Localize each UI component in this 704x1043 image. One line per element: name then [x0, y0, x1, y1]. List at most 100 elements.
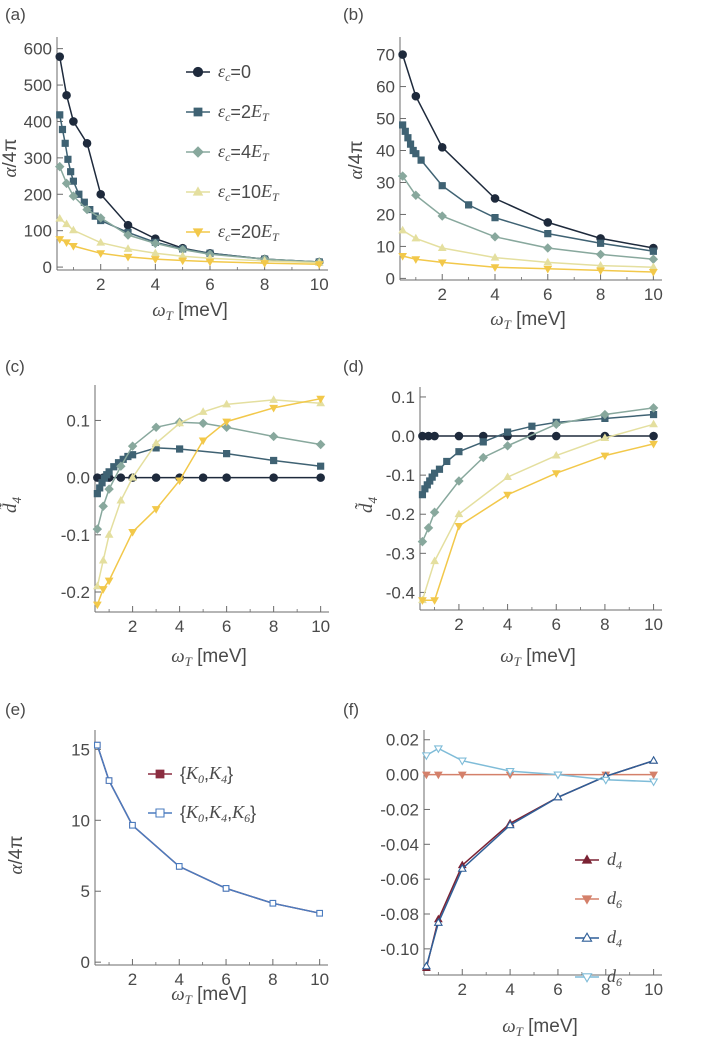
data-point	[648, 403, 659, 413]
data-point	[127, 441, 138, 451]
data-point	[61, 178, 72, 189]
data-point	[269, 899, 277, 907]
data-point	[479, 438, 487, 446]
data-point	[316, 395, 326, 404]
series-3	[92, 395, 326, 590]
x-axis-title: ωT [meV]	[500, 646, 576, 669]
legend-eps: ε	[218, 221, 226, 241]
y-tick-label: 40	[376, 142, 395, 161]
data-point	[221, 422, 232, 433]
series-line	[422, 443, 654, 601]
y-tick-label: 0	[81, 953, 90, 972]
series-1	[56, 111, 323, 266]
data-point	[56, 111, 64, 119]
y-tick-label: 0	[386, 269, 395, 288]
y-tick-label: 50	[376, 110, 395, 129]
legend-K-sub: 0	[198, 772, 204, 786]
legend-eps: ε	[218, 181, 226, 201]
data-point	[595, 249, 606, 260]
x-tick-label: 4	[175, 617, 184, 636]
data-point	[269, 404, 279, 413]
data-point	[437, 211, 447, 221]
legend-K: K	[185, 763, 199, 783]
data-point	[151, 422, 161, 433]
data-point	[116, 495, 126, 504]
legend-swatch-marker	[192, 66, 204, 78]
legend-d-sub: 6	[616, 897, 622, 911]
y-axis-title-div: /4π	[0, 139, 21, 168]
legend-val: 10	[241, 182, 261, 202]
data-point	[104, 577, 114, 586]
legend: {K0,K4}{K0,K4,K6}	[148, 763, 256, 825]
x-axis-title: ωT [meV]	[171, 646, 247, 669]
legend-sep: }	[227, 764, 233, 784]
legend-sep: ,	[227, 803, 232, 823]
series-line	[402, 255, 654, 273]
legend-item: d4	[575, 849, 622, 872]
y-axis-title: d̃4	[0, 497, 24, 514]
x-tick-label: 6	[543, 285, 552, 304]
data-point	[222, 473, 231, 482]
x-tick-label: 8	[600, 615, 609, 634]
data-point	[421, 752, 432, 761]
x-axis-title-sub: T	[514, 654, 522, 669]
data-point	[123, 253, 133, 262]
legend-brace: {	[180, 803, 186, 823]
data-point	[317, 462, 325, 470]
y-tick-label: 0.02	[386, 731, 419, 750]
data-point	[128, 472, 137, 481]
y-tick-label: -0.02	[380, 800, 419, 819]
legend-label: d6	[607, 966, 622, 989]
data-point	[422, 771, 431, 780]
data-point	[62, 239, 71, 247]
data-point	[315, 439, 326, 450]
series-1	[93, 741, 324, 917]
y-axis-title: d̃4	[355, 497, 380, 514]
x-tick-label: 4	[151, 275, 160, 294]
data-point	[490, 264, 500, 272]
data-point	[418, 597, 427, 605]
data-point	[316, 473, 325, 482]
y-tick-label: -0.4	[386, 583, 415, 602]
legend-item: εc=4ET	[186, 141, 270, 164]
y-tick-label: -0.1	[61, 526, 90, 545]
data-point	[465, 201, 473, 209]
legend-eps-sub: c	[225, 150, 231, 164]
data-point	[503, 472, 512, 481]
x-axis-title-unit: [meV]	[192, 984, 247, 1005]
data-point	[551, 431, 561, 441]
x-tick-label: 10	[644, 615, 663, 634]
series-1	[418, 410, 658, 499]
y-axis-title-div: /4π	[6, 836, 27, 865]
legend-eq: =	[230, 182, 241, 202]
data-point	[222, 885, 230, 892]
legend-val: 0	[241, 62, 251, 82]
panel-label: (a)	[5, 5, 26, 24]
legend-d: d	[607, 966, 617, 986]
series-line	[59, 218, 320, 264]
data-point	[433, 917, 443, 926]
x-axis-title: ωT [meV]	[490, 309, 566, 332]
x-tick-label: 4	[490, 285, 499, 304]
data-point	[437, 143, 447, 152]
series-4	[92, 395, 326, 610]
x-axis-title-omega: ω	[500, 646, 513, 667]
panel-a: (a)2 4 6 8 100100200300400500600εc=0εc=2ETεc…	[5, 5, 329, 294]
data-point	[129, 821, 136, 829]
data-point	[55, 214, 65, 222]
x-tick-label: 8	[268, 970, 277, 989]
data-point	[69, 243, 78, 251]
x-tick-label: 6	[205, 275, 214, 294]
series-line	[401, 54, 654, 249]
data-point	[430, 431, 439, 441]
legend-val: 4	[241, 142, 251, 162]
data-point	[417, 156, 425, 164]
y-tick-label: -0.10	[380, 940, 419, 959]
data-point	[457, 757, 467, 766]
y-tick-label: 20	[376, 205, 395, 224]
data-point	[223, 450, 231, 458]
data-point	[412, 150, 420, 158]
data-point	[600, 433, 610, 441]
x-tick-label: 4	[175, 970, 184, 989]
